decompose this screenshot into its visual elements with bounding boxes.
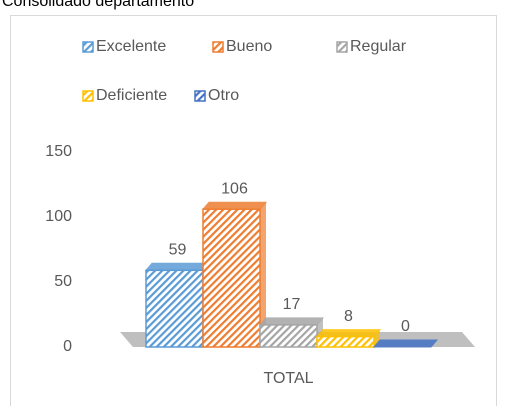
bar-front bbox=[316, 335, 375, 348]
data-label: 0 bbox=[401, 318, 410, 335]
legend-swatch bbox=[82, 41, 94, 53]
legend-label: Otro bbox=[208, 87, 239, 104]
y-tick-label: 0 bbox=[63, 338, 72, 355]
bar-front bbox=[145, 269, 204, 348]
bar bbox=[372, 339, 439, 348]
data-label: 8 bbox=[344, 308, 353, 325]
bar-top bbox=[372, 339, 439, 348]
bar-top bbox=[201, 201, 268, 210]
legend-swatch bbox=[194, 90, 206, 102]
bar bbox=[258, 317, 325, 348]
data-label: 17 bbox=[283, 296, 301, 313]
y-tick-label: 50 bbox=[54, 273, 72, 290]
bar-top bbox=[258, 317, 325, 326]
legend-label: Excelente bbox=[96, 38, 166, 55]
chart-frame bbox=[10, 15, 497, 406]
legend-swatch bbox=[336, 41, 348, 53]
x-tick-label: TOTAL bbox=[263, 370, 313, 387]
bar-side bbox=[374, 329, 380, 347]
bar-front bbox=[202, 208, 261, 348]
legend-swatch bbox=[212, 41, 224, 53]
data-label: 59 bbox=[169, 242, 187, 259]
legend-swatch bbox=[82, 90, 94, 102]
bar-top bbox=[315, 329, 382, 338]
bar bbox=[315, 329, 382, 348]
bar-front bbox=[259, 324, 318, 348]
legend-label: Deficiente bbox=[96, 87, 167, 104]
legend-label: Regular bbox=[350, 38, 407, 55]
bar bbox=[201, 201, 268, 348]
y-tick-label: 150 bbox=[45, 143, 72, 160]
bar-top bbox=[144, 262, 211, 271]
data-label: 106 bbox=[221, 180, 248, 197]
legend-label: Bueno bbox=[226, 38, 272, 55]
chart-title: Consolidado departamento bbox=[2, 0, 194, 10]
bar-side bbox=[260, 202, 266, 347]
bar bbox=[144, 262, 211, 348]
y-tick-label: 100 bbox=[45, 208, 72, 225]
